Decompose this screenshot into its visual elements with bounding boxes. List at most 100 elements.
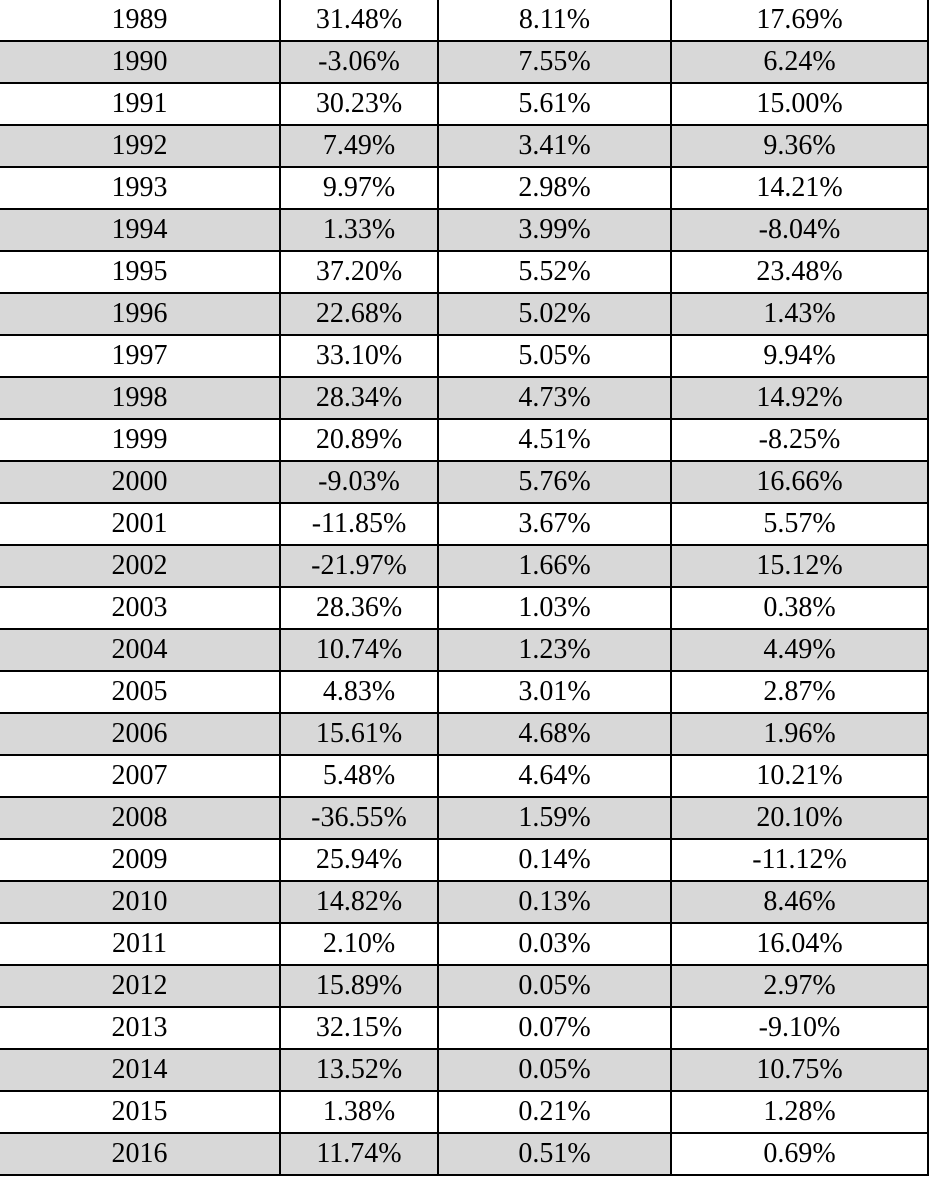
- value-cell-3: 15.00%: [670, 83, 929, 126]
- year-cell: 1989: [0, 0, 281, 42]
- table-row: 2016 11.74% 0.51% 0.69%: [0, 1133, 929, 1176]
- value-cell-1: -11.85%: [279, 503, 439, 546]
- year-cell: 2000: [0, 461, 281, 504]
- value-cell-1: 1.33%: [279, 209, 439, 252]
- year-cell: 1992: [0, 125, 281, 168]
- value-cell-2: 0.05%: [437, 1049, 672, 1092]
- value-cell-3: 16.66%: [670, 461, 929, 504]
- value-cell-2: 2.98%: [437, 167, 672, 210]
- table-row: 2005 4.83% 3.01% 2.87%: [0, 671, 929, 714]
- year-cell: 2011: [0, 923, 281, 966]
- table-row: 1994 1.33% 3.99% -8.04%: [0, 209, 929, 252]
- table-row: 1990 -3.06% 7.55% 6.24%: [0, 41, 929, 84]
- table-row: 1991 30.23% 5.61% 15.00%: [0, 83, 929, 126]
- table-row: 1992 7.49% 3.41% 9.36%: [0, 125, 929, 168]
- value-cell-1: 15.89%: [279, 965, 439, 1008]
- value-cell-3: 10.75%: [670, 1049, 929, 1092]
- value-cell-2: 0.51%: [437, 1133, 672, 1176]
- value-cell-1: 37.20%: [279, 251, 439, 294]
- value-cell-1: -9.03%: [279, 461, 439, 504]
- value-cell-3: 10.21%: [670, 755, 929, 798]
- value-cell-1: -3.06%: [279, 41, 439, 84]
- value-cell-2: 3.67%: [437, 503, 672, 546]
- table-row: 2003 28.36% 1.03% 0.38%: [0, 587, 929, 630]
- value-cell-3: 23.48%: [670, 251, 929, 294]
- value-cell-3: 17.69%: [670, 0, 929, 42]
- year-cell: 1999: [0, 419, 281, 462]
- value-cell-1: 7.49%: [279, 125, 439, 168]
- value-cell-3: -11.12%: [670, 839, 929, 882]
- value-cell-2: 5.52%: [437, 251, 672, 294]
- value-cell-3: 9.36%: [670, 125, 929, 168]
- year-cell: 2006: [0, 713, 281, 756]
- year-cell: 1996: [0, 293, 281, 336]
- table-row: 1996 22.68% 5.02% 1.43%: [0, 293, 929, 336]
- value-cell-3: 1.28%: [670, 1091, 929, 1134]
- table-row: 2004 10.74% 1.23% 4.49%: [0, 629, 929, 672]
- value-cell-3: 16.04%: [670, 923, 929, 966]
- table-row: 2000 -9.03% 5.76% 16.66%: [0, 461, 929, 504]
- year-cell: 2003: [0, 587, 281, 630]
- table-row: 1993 9.97% 2.98% 14.21%: [0, 167, 929, 210]
- value-cell-1: 4.83%: [279, 671, 439, 714]
- value-cell-2: 1.03%: [437, 587, 672, 630]
- value-cell-3: 20.10%: [670, 797, 929, 840]
- value-cell-2: 3.41%: [437, 125, 672, 168]
- table-row: 2002 -21.97% 1.66% 15.12%: [0, 545, 929, 588]
- value-cell-1: 22.68%: [279, 293, 439, 336]
- value-cell-2: 0.03%: [437, 923, 672, 966]
- table-row: 2001 -11.85% 3.67% 5.57%: [0, 503, 929, 546]
- value-cell-1: 31.48%: [279, 0, 439, 42]
- year-cell: 1991: [0, 83, 281, 126]
- table-row: 2015 1.38% 0.21% 1.28%: [0, 1091, 929, 1134]
- year-cell: 2005: [0, 671, 281, 714]
- value-cell-3: 4.49%: [670, 629, 929, 672]
- value-cell-3: 2.87%: [670, 671, 929, 714]
- value-cell-1: 30.23%: [279, 83, 439, 126]
- table-row: 1995 37.20% 5.52% 23.48%: [0, 251, 929, 294]
- table-row: 1998 28.34% 4.73% 14.92%: [0, 377, 929, 420]
- year-cell: 1995: [0, 251, 281, 294]
- value-cell-3: 14.92%: [670, 377, 929, 420]
- value-cell-3: 0.69%: [670, 1133, 929, 1176]
- year-cell: 2010: [0, 881, 281, 924]
- year-cell: 2015: [0, 1091, 281, 1134]
- table-row: 2012 15.89% 0.05% 2.97%: [0, 965, 929, 1008]
- year-cell: 2014: [0, 1049, 281, 1092]
- table-row: 2010 14.82% 0.13% 8.46%: [0, 881, 929, 924]
- year-cell: 2009: [0, 839, 281, 882]
- table-row: 1997 33.10% 5.05% 9.94%: [0, 335, 929, 378]
- year-cell: 2012: [0, 965, 281, 1008]
- value-cell-1: 13.52%: [279, 1049, 439, 1092]
- value-cell-2: 0.14%: [437, 839, 672, 882]
- value-cell-1: 28.36%: [279, 587, 439, 630]
- value-cell-3: 1.96%: [670, 713, 929, 756]
- value-cell-2: 5.02%: [437, 293, 672, 336]
- year-cell: 2002: [0, 545, 281, 588]
- value-cell-2: 5.61%: [437, 83, 672, 126]
- value-cell-2: 3.01%: [437, 671, 672, 714]
- year-cell: 1993: [0, 167, 281, 210]
- year-cell: 2013: [0, 1007, 281, 1050]
- value-cell-2: 4.73%: [437, 377, 672, 420]
- value-cell-3: 1.43%: [670, 293, 929, 336]
- value-cell-1: -36.55%: [279, 797, 439, 840]
- year-cell: 2008: [0, 797, 281, 840]
- value-cell-2: 0.13%: [437, 881, 672, 924]
- value-cell-3: -9.10%: [670, 1007, 929, 1050]
- value-cell-1: 11.74%: [279, 1133, 439, 1176]
- value-cell-1: 9.97%: [279, 167, 439, 210]
- value-cell-3: 9.94%: [670, 335, 929, 378]
- value-cell-2: 5.76%: [437, 461, 672, 504]
- year-cell: 1998: [0, 377, 281, 420]
- value-cell-3: -8.04%: [670, 209, 929, 252]
- value-cell-1: 25.94%: [279, 839, 439, 882]
- value-cell-3: 15.12%: [670, 545, 929, 588]
- value-cell-2: 5.05%: [437, 335, 672, 378]
- value-cell-2: 7.55%: [437, 41, 672, 84]
- year-cell: 1997: [0, 335, 281, 378]
- table-row: 2011 2.10% 0.03% 16.04%: [0, 923, 929, 966]
- value-cell-1: 28.34%: [279, 377, 439, 420]
- year-cell: 1994: [0, 209, 281, 252]
